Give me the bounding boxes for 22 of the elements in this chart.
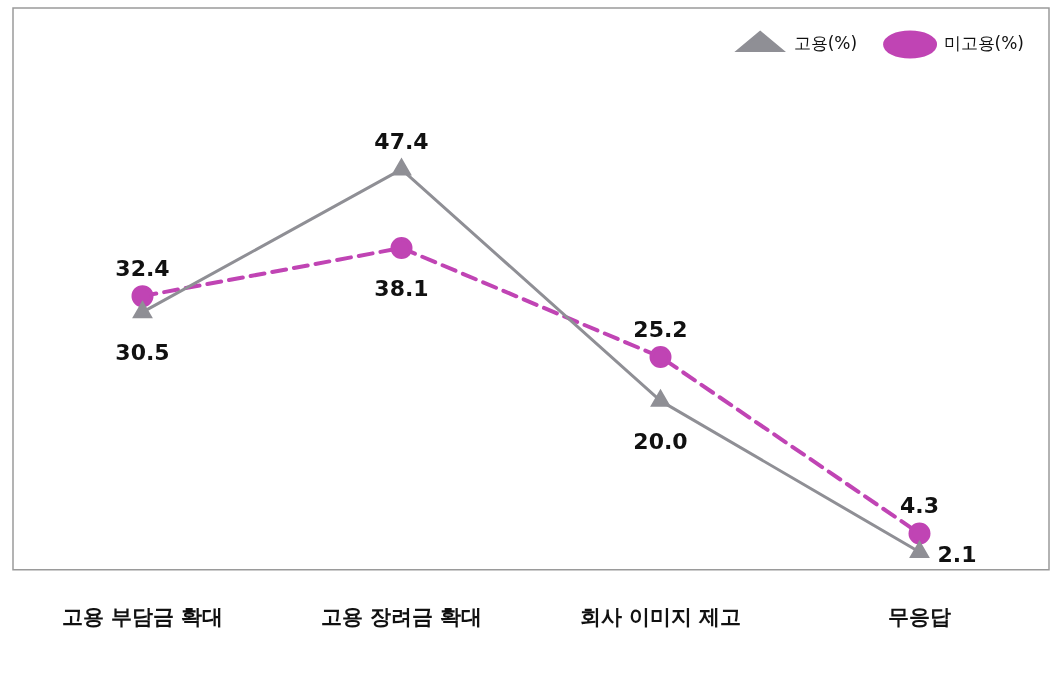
point (651, 390, 670, 407)
legend-label: 고용(%) (793, 32, 858, 53)
data-label: 20.0 (633, 428, 688, 454)
data-label: 2.1 (937, 541, 977, 567)
point (133, 301, 152, 319)
point (390, 236, 413, 259)
data-label: 32.4 (115, 255, 170, 281)
data-label: 38.1 (374, 275, 429, 301)
x-tick-label: 고용 부담금 확대 (61, 604, 224, 629)
point (908, 522, 931, 545)
point (910, 541, 929, 559)
data-label: 4.3 (900, 493, 939, 519)
x-tick-label: 무응답 (888, 604, 951, 629)
legend-label: 미고용(%) (943, 32, 1024, 53)
point (131, 285, 154, 308)
point (392, 158, 411, 176)
x-tick-label: 회사 이미지 제고 (579, 604, 742, 629)
data-label: 30.5 (115, 339, 170, 365)
data-label: 25.2 (633, 316, 688, 342)
x-tick-label: 고용 장려금 확대 (320, 604, 483, 629)
data-label: 47.4 (374, 129, 429, 155)
point (649, 345, 672, 368)
